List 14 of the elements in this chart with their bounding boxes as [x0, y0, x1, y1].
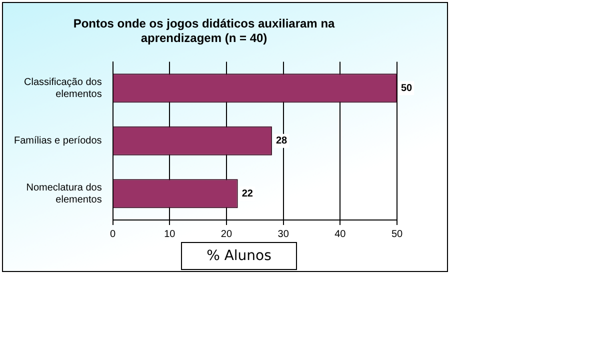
- x-tick-label: 10: [164, 228, 176, 240]
- y-tick-label: Famílias e períodos: [14, 136, 102, 147]
- x-tick-label: 40: [334, 228, 346, 240]
- y-tick-label: Classificação dos elementos: [24, 76, 102, 100]
- x-tick-label: 50: [391, 228, 403, 240]
- x-axis-title: % Alunos: [181, 242, 297, 270]
- data-label: 50: [401, 82, 413, 94]
- x-tick-label: 0: [110, 228, 116, 240]
- x-tick-label: 30: [278, 228, 290, 240]
- x-tick-label: 20: [220, 228, 232, 240]
- y-tick-label: Nomeclatura dos elementos: [26, 182, 102, 206]
- data-label: 22: [242, 188, 254, 200]
- chart-title: Pontos onde os jogos didáticos auxiliaram na aprendizagem (n = 40): [73, 16, 336, 45]
- data-label: 28: [276, 136, 288, 147]
